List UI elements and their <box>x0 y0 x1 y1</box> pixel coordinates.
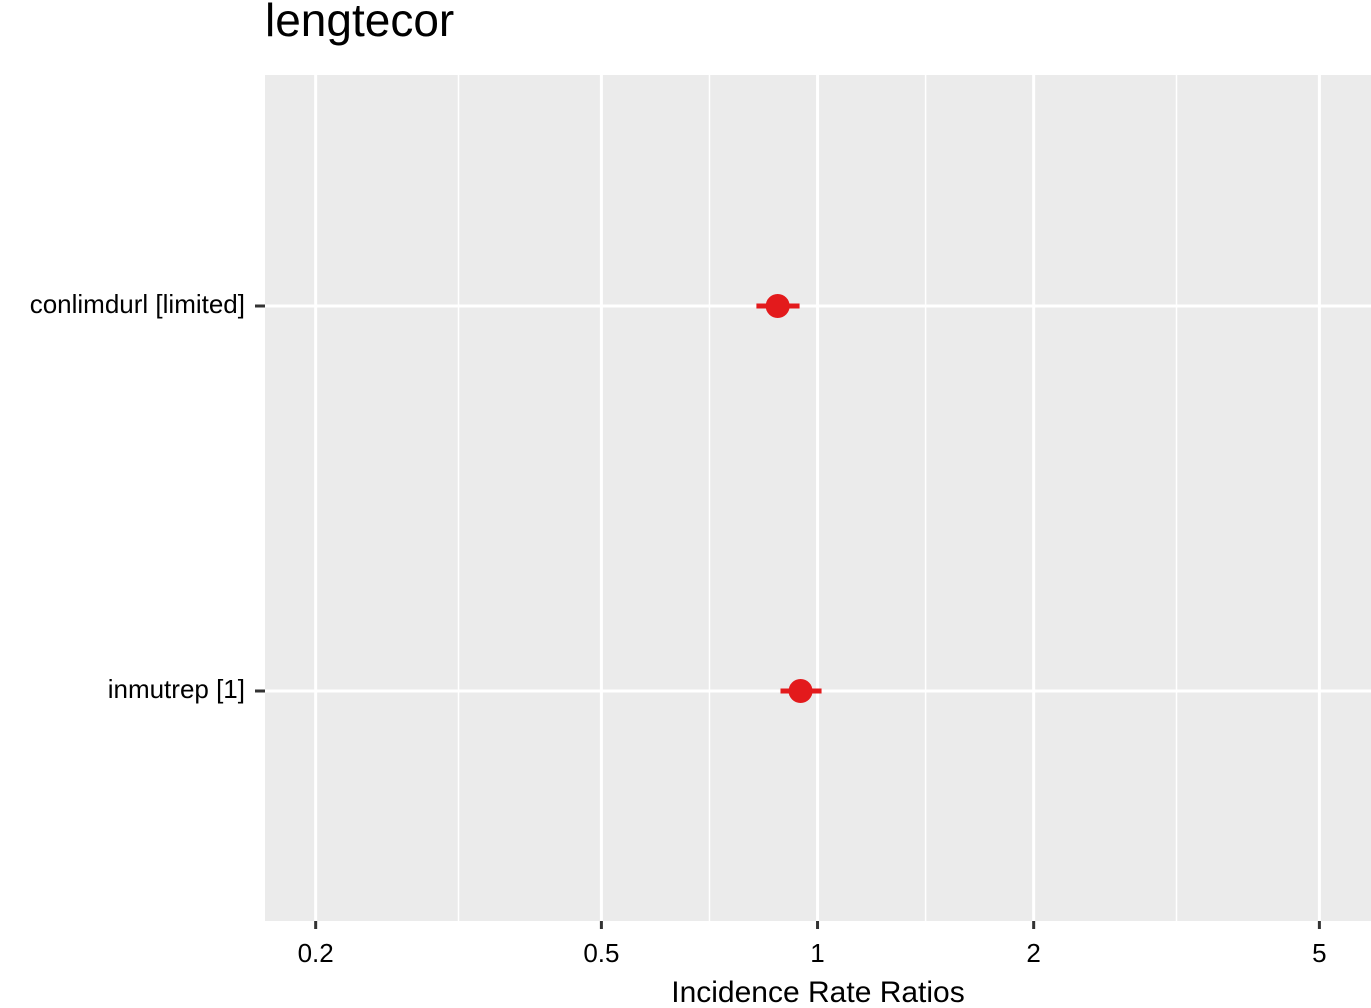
y-tick-label: inmutrep [1] <box>108 674 245 704</box>
chart-title: lengtecor <box>265 0 454 46</box>
x-axis-title: Incidence Rate Ratios <box>671 976 965 1008</box>
point <box>788 679 813 703</box>
x-tick-label: 5 <box>1312 938 1326 968</box>
x-tick-label: 1 <box>810 938 824 968</box>
x-tick-label: 0.2 <box>298 938 334 968</box>
x-tick-label: 2 <box>1026 938 1040 968</box>
x-tick-label: 0.5 <box>583 938 619 968</box>
point <box>765 294 790 318</box>
y-tick-label: conlimdurl [limited] <box>30 289 245 319</box>
